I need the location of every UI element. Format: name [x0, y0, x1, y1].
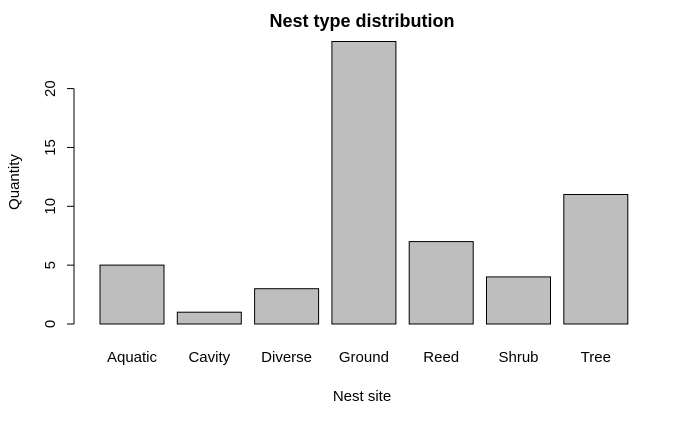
- bars-group: [99, 41, 629, 325]
- x-tick-label-aquatic: Aquatic: [107, 349, 158, 366]
- chart-title: Nest type distribution: [269, 11, 454, 31]
- x-tick-label-shrub: Shrub: [498, 349, 538, 366]
- bar-reed: [408, 241, 474, 325]
- bar-shrub: [486, 276, 551, 325]
- x-tick-labels: Aquatic Cavity Diverse Ground Reed Shrub Tree: [107, 349, 611, 366]
- bar-diverse: [254, 288, 320, 325]
- x-axis-label: Nest site: [333, 388, 391, 405]
- y-tick-label: 20: [42, 80, 59, 97]
- x-tick-label-ground: Ground: [339, 349, 389, 366]
- x-tick-label-diverse: Diverse: [261, 349, 312, 366]
- bar-aquatic: [99, 264, 165, 325]
- y-tick-label: 10: [42, 198, 59, 215]
- x-tick-label-tree: Tree: [581, 349, 611, 366]
- y-axis-label: Quantity: [6, 154, 23, 210]
- x-tick-label-cavity: Cavity: [188, 349, 230, 366]
- y-axis: 0 5 10 15 20: [42, 80, 75, 328]
- y-tick-label: 5: [42, 261, 59, 269]
- y-tick-label: 15: [42, 139, 59, 156]
- bar-tree: [563, 194, 629, 325]
- y-tick-label: 0: [42, 320, 59, 328]
- x-tick-label-reed: Reed: [423, 349, 459, 366]
- bar-cavity: [176, 311, 242, 325]
- bar-ground: [331, 41, 397, 325]
